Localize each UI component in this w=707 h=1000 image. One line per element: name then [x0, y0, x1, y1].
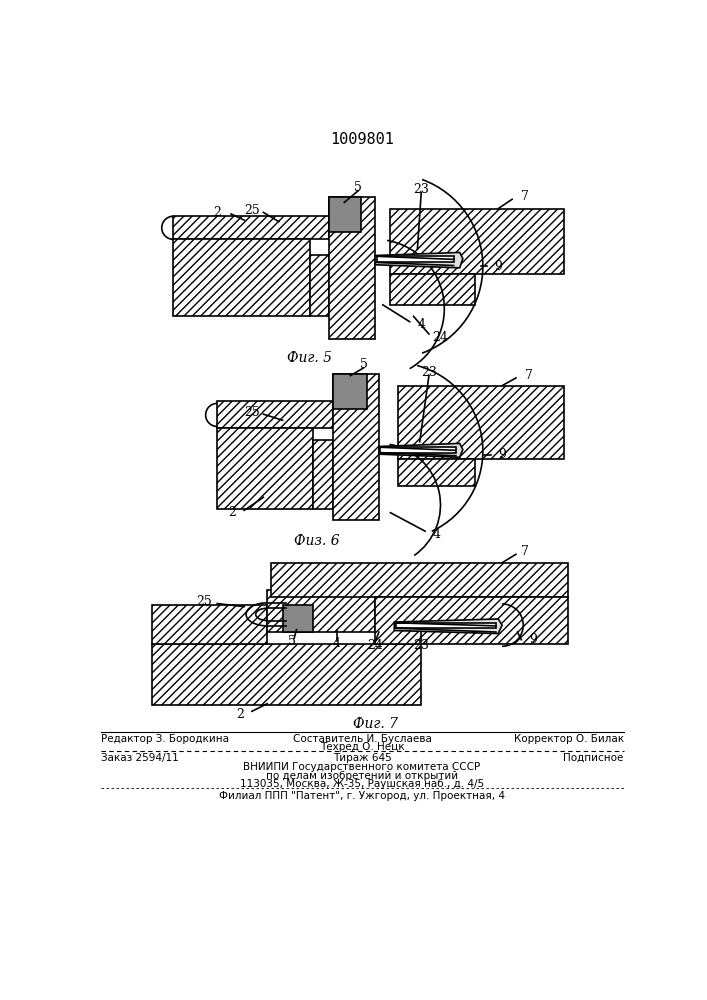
- Text: 1009801: 1009801: [330, 132, 394, 147]
- Text: 23: 23: [421, 366, 437, 379]
- Polygon shape: [375, 252, 463, 268]
- Text: 5: 5: [354, 181, 362, 194]
- Text: Редактор З. Бородкина: Редактор З. Бородкина: [101, 734, 229, 744]
- Text: 25: 25: [244, 204, 259, 217]
- Polygon shape: [379, 443, 463, 457]
- Bar: [329, 197, 375, 339]
- Bar: [217, 401, 333, 428]
- Text: Подписное: Подписное: [563, 753, 624, 763]
- Bar: [398, 459, 475, 486]
- Text: 23: 23: [414, 639, 429, 652]
- Text: Физ. 6: Физ. 6: [295, 534, 340, 548]
- Text: 25: 25: [197, 595, 212, 608]
- Text: 25: 25: [244, 406, 259, 419]
- Text: 24: 24: [433, 331, 448, 344]
- Text: Тираж 645: Тираж 645: [332, 753, 392, 763]
- Text: 2: 2: [214, 206, 221, 219]
- Text: Составитель И. Буслаева: Составитель И. Буслаева: [293, 734, 431, 744]
- Bar: [173, 216, 329, 239]
- Bar: [152, 644, 421, 705]
- Text: 113035, Москва, Ж-35, Раушская наб., д. 4/5: 113035, Москва, Ж-35, Раушская наб., д. …: [240, 779, 484, 789]
- Bar: [333, 374, 379, 520]
- Bar: [267, 590, 375, 632]
- Text: 9: 9: [494, 260, 502, 273]
- Text: Филиал ППП "Патент", г. Ужгород, ул. Проектная, 4: Филиал ППП "Патент", г. Ужгород, ул. Про…: [219, 791, 505, 801]
- Bar: [375, 597, 568, 644]
- Polygon shape: [395, 619, 502, 634]
- Text: 9: 9: [529, 633, 537, 646]
- Bar: [396, 623, 496, 628]
- Bar: [310, 255, 329, 316]
- Text: Техред О. Нецк: Техред О. Нецк: [320, 742, 404, 752]
- Text: по делам изобретений и открытий: по делам изобретений и открытий: [266, 771, 458, 781]
- Bar: [398, 386, 563, 459]
- Text: 4: 4: [433, 528, 440, 541]
- Text: 7: 7: [521, 190, 529, 204]
- Text: Фиг. 5: Фиг. 5: [287, 351, 332, 365]
- Bar: [333, 374, 368, 409]
- Text: 24: 24: [367, 639, 383, 652]
- Text: 23: 23: [414, 183, 429, 196]
- Text: 9: 9: [498, 448, 506, 461]
- Bar: [217, 428, 313, 509]
- Bar: [313, 440, 333, 509]
- Text: 5: 5: [360, 358, 368, 371]
- Text: 4: 4: [417, 318, 425, 331]
- Text: 7: 7: [525, 369, 533, 382]
- Text: 2: 2: [236, 708, 244, 721]
- Bar: [329, 197, 361, 232]
- Text: 4: 4: [332, 637, 341, 650]
- Text: Фиг. 7: Фиг. 7: [353, 717, 397, 731]
- Text: 5: 5: [288, 635, 296, 648]
- Bar: [173, 239, 310, 316]
- Bar: [390, 274, 475, 305]
- Bar: [390, 209, 563, 274]
- Text: Корректор О. Билак: Корректор О. Билак: [513, 734, 624, 744]
- Bar: [271, 563, 568, 597]
- Bar: [283, 605, 313, 632]
- Text: 7: 7: [521, 545, 529, 558]
- Bar: [377, 256, 454, 262]
- Text: ВНИИПИ Государственного комитета СССР: ВНИИПИ Государственного комитета СССР: [243, 762, 481, 772]
- Text: Заказ 2594/11: Заказ 2594/11: [101, 753, 179, 763]
- Bar: [152, 605, 267, 644]
- Text: 2: 2: [228, 506, 237, 519]
- Bar: [380, 447, 456, 453]
